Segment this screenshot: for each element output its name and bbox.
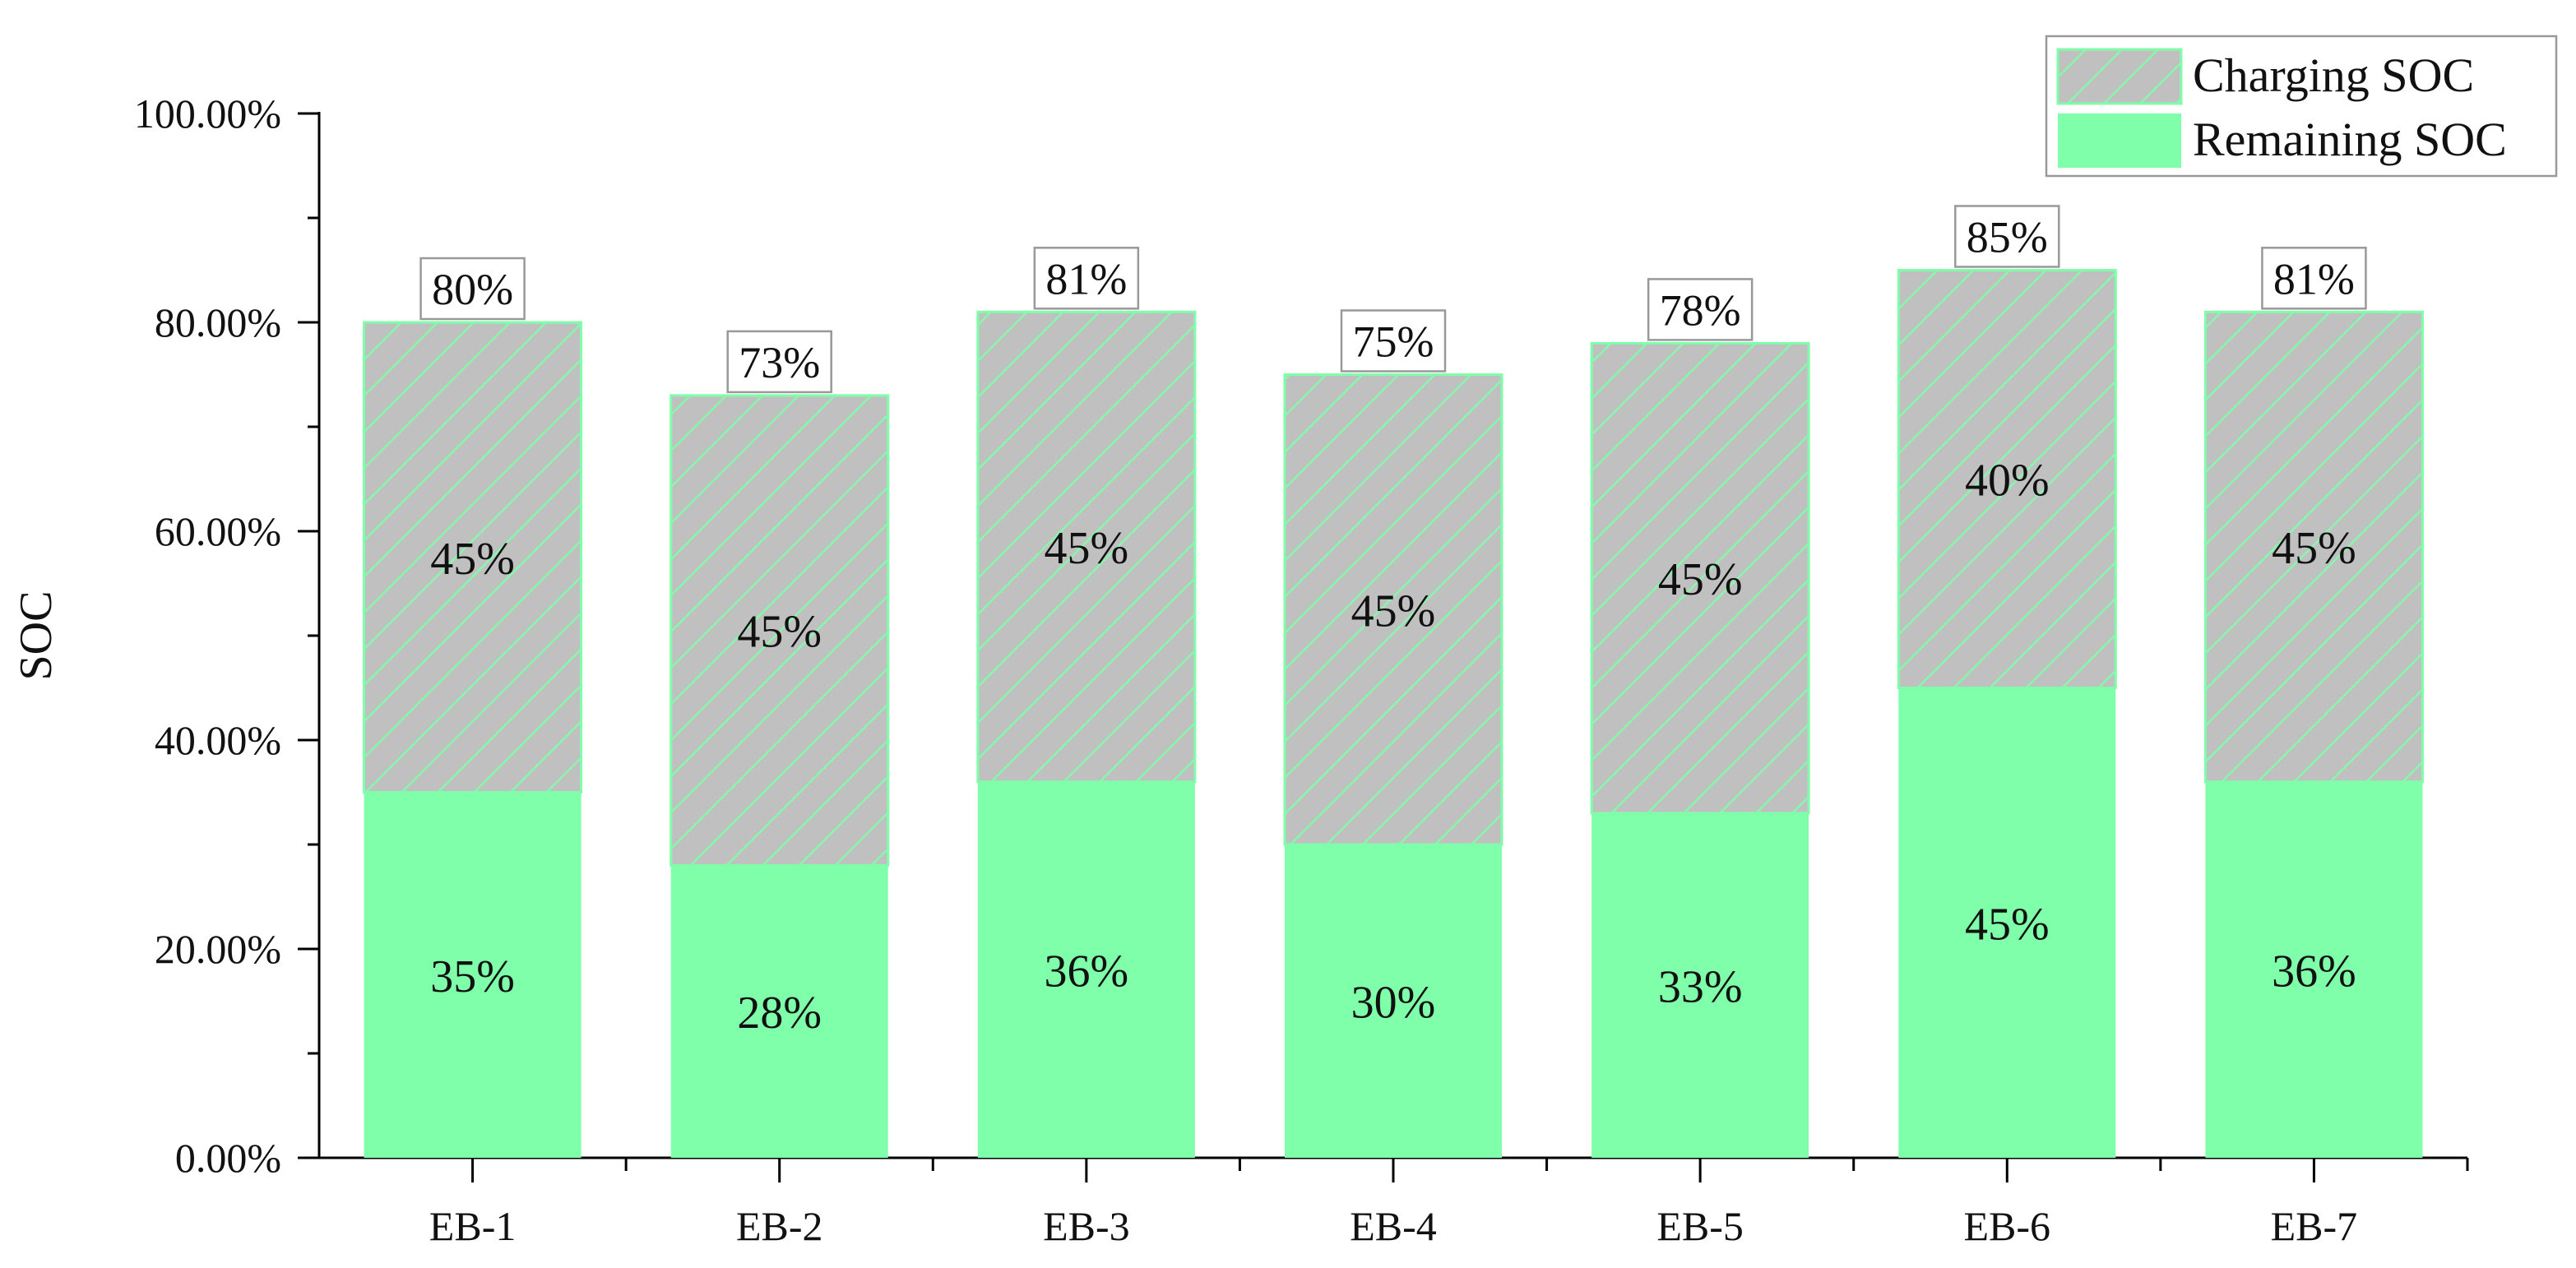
charging-soc-label: 45% [2272, 523, 2356, 574]
remaining-soc-label: 36% [2272, 946, 2356, 997]
legend-label: Remaining SOC [2193, 113, 2507, 166]
bar-charging-soc-hatch [363, 321, 583, 794]
legend-swatch-remaining-soc [2058, 113, 2181, 168]
bar-remaining-soc [1591, 812, 1809, 1158]
x-tick-label: EB-7 [2271, 1203, 2358, 1249]
total-label-box [1340, 309, 1447, 373]
charging-soc-label: 45% [737, 607, 822, 658]
charging-soc-label: 40% [1965, 456, 2050, 507]
remaining-soc-label: 45% [1965, 899, 2050, 950]
total-soc-label: 73% [739, 338, 820, 387]
bars [363, 269, 2424, 1158]
bar-charging-soc-hatch [1283, 373, 1503, 846]
bar-charging-soc-hatch [1897, 269, 2117, 689]
total-label-box [726, 330, 832, 394]
total-label-box [1647, 278, 1754, 341]
x-tick-label: EB-1 [429, 1203, 517, 1249]
y-tick-label: 60.00% [155, 508, 281, 554]
bar-remaining-soc [1898, 687, 2116, 1158]
y-axis-title: SOC [11, 591, 62, 681]
total-label-box [1954, 205, 2060, 268]
y-tick-label: 20.00% [155, 926, 281, 972]
y-tick-label: 100.00% [134, 90, 281, 137]
bar-charging-soc-hatch [1590, 341, 1810, 815]
charging-soc-label: 45% [1658, 554, 1743, 605]
bar-remaining-soc [977, 781, 1195, 1158]
total-soc-label: 78% [1660, 285, 1741, 335]
axes: 0.00% 20.00% 40.00% 60.00% 80.00% 100.00% SOC E… [11, 90, 2469, 1249]
bar-charging-soc-hatch [669, 394, 890, 867]
total-soc-label: 75% [1353, 317, 1434, 367]
charging-soc-label: 45% [1045, 523, 1129, 574]
total-soc-label: 81% [1045, 254, 1127, 303]
y-tick-label: 80.00% [155, 299, 281, 345]
x-tick-label: EB-3 [1043, 1203, 1130, 1249]
bar-remaining-soc [1285, 845, 1502, 1158]
remaining-soc-label: 33% [1658, 961, 1743, 1012]
total-label-box [419, 257, 526, 321]
total-label-box [2261, 247, 2367, 310]
total-label-box [1033, 247, 1140, 310]
legend-swatch-charging-soc-hatch [2056, 48, 2183, 105]
total-soc-label: 81% [2273, 254, 2355, 303]
x-tick-label: EB-6 [1964, 1203, 2051, 1249]
y-tick-label: 0.00% [175, 1135, 281, 1181]
remaining-soc-label: 35% [430, 951, 515, 1002]
bar-remaining-soc [670, 865, 888, 1158]
data-labels: 35% 45% 80% 28% 45% 73% 36% 45% 81% 30% 45% 75% 33% 4… [419, 205, 2367, 1039]
total-soc-label: 85% [1967, 213, 2048, 262]
charging-soc-label: 45% [1351, 585, 1436, 636]
remaining-soc-label: 28% [737, 988, 822, 1039]
bar-charging-soc-hatch [2203, 310, 2424, 784]
legend-label: Charging SOC [2193, 49, 2474, 102]
remaining-soc-label: 36% [1045, 946, 1129, 997]
x-tick-label: EB-4 [1350, 1203, 1437, 1249]
charging-soc-label: 45% [430, 534, 515, 585]
bar-remaining-soc [2205, 781, 2423, 1158]
remaining-soc-label: 30% [1351, 978, 1436, 1029]
bar-charging-soc-hatch [976, 310, 1197, 784]
x-tick-label: EB-2 [736, 1203, 823, 1249]
bar-remaining-soc [364, 792, 581, 1158]
x-tick-label: EB-5 [1656, 1203, 1744, 1249]
legend: Charging SOC Remaining SOC [2045, 35, 2558, 178]
total-soc-label: 80% [432, 265, 513, 314]
y-tick-label: 40.00% [155, 717, 281, 763]
